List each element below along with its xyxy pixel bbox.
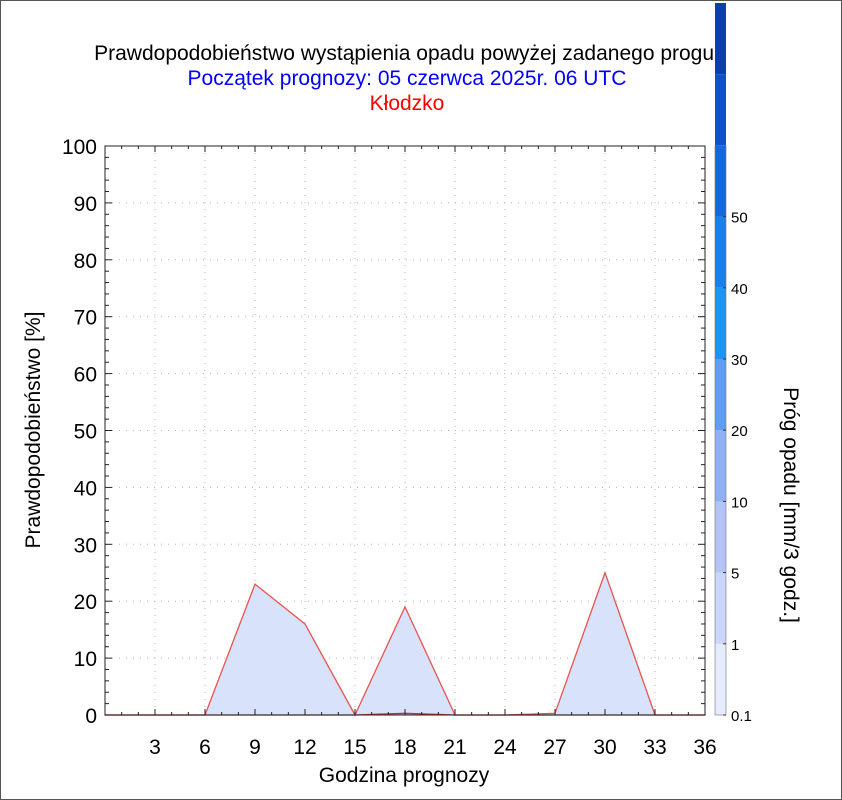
colorbar-tick-label: 40 — [731, 281, 748, 298]
x-tick-label: 21 — [443, 736, 466, 759]
data-point — [254, 583, 256, 585]
colorbar-segment — [715, 74, 726, 146]
y-tick-label: 80 — [74, 250, 97, 273]
x-tick-label: 30 — [593, 736, 616, 759]
colorbar-tick-label: 1 — [731, 637, 739, 654]
colorbar-tick-label: 10 — [731, 494, 748, 511]
colorbar-segment — [715, 643, 726, 715]
colorbar-tick-label: 5 — [731, 566, 739, 583]
colorbar-tick-label: 0.1 — [731, 708, 752, 725]
colorbar-segment — [715, 216, 726, 288]
y-tick-label: 100 — [62, 136, 97, 159]
colorbar-segment — [715, 501, 726, 573]
colorbar-tick-label: 50 — [731, 210, 748, 227]
x-tick-label: 12 — [293, 736, 316, 759]
data-point — [304, 623, 306, 625]
x-tick-label: 27 — [543, 736, 566, 759]
y-tick-label: 50 — [74, 421, 97, 444]
x-tick-label: 33 — [643, 736, 666, 759]
y-tick-label: 70 — [74, 307, 97, 330]
colorbar-segment — [715, 145, 726, 217]
colorbar-segment — [715, 287, 726, 359]
colorbar-segment — [715, 572, 726, 644]
y-tick-label: 90 — [74, 193, 97, 216]
y-tick-label: 60 — [74, 364, 97, 387]
y-tick-label: 10 — [74, 648, 97, 671]
y-axis-ticks: 0 10 20 30 40 50 60 70 80 90 100 — [62, 136, 705, 728]
x-tick-label: 36 — [693, 736, 716, 759]
data-point — [604, 572, 606, 574]
x-tick-label: 9 — [249, 736, 261, 759]
y-tick-label: 0 — [85, 705, 97, 728]
colorbar-segment — [715, 3, 726, 75]
colorbar-tick-label: 30 — [731, 352, 748, 369]
y-tick-label: 30 — [74, 534, 97, 557]
x-axis-label: Godzina prognozy — [319, 764, 490, 787]
colorbar: 0.1 1 5 10 20 30 40 50 — [714, 3, 752, 725]
chart-subtitle: Początek prognozy: 05 czerwca 2025r. 06 … — [187, 67, 627, 90]
x-tick-label: 3 — [149, 736, 161, 759]
colorbar-label: Próg opadu [mm/3 godz.] — [779, 387, 802, 623]
chart-location: Kłodzko — [369, 92, 445, 115]
y-axis-label: Prawdopodobieństwo [%] — [22, 312, 45, 549]
x-tick-label: 6 — [199, 736, 211, 759]
x-tick-label: 15 — [343, 736, 366, 759]
data-point — [404, 606, 406, 608]
x-tick-label: 18 — [393, 736, 416, 759]
x-tick-label: 24 — [493, 736, 517, 759]
colorbar-segment — [715, 430, 726, 502]
colorbar-tick-label: 20 — [731, 423, 748, 440]
colorbar-segment — [715, 359, 726, 431]
chart-title: Prawdopodobieństwo wystąpienia opadu pow… — [94, 42, 720, 65]
series-area-0.1 — [105, 572, 705, 715]
x-axis-ticks: 3 6 9 12 15 18 21 24 27 30 33 36 — [104, 146, 717, 759]
y-tick-label: 20 — [74, 591, 97, 614]
y-tick-label: 40 — [74, 477, 97, 500]
